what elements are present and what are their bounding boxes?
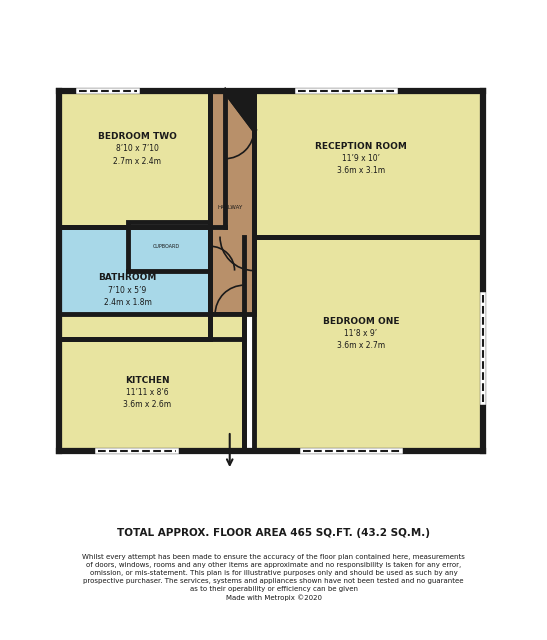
Text: 11’8 x 9’: 11’8 x 9’ — [345, 330, 377, 339]
Text: 3.6m x 3.1m: 3.6m x 3.1m — [337, 166, 385, 175]
Polygon shape — [225, 91, 254, 129]
Bar — [254, 237, 482, 451]
Text: 3.6m x 2.6m: 3.6m x 2.6m — [123, 400, 171, 409]
Text: 2.4m x 1.8m: 2.4m x 1.8m — [103, 298, 152, 307]
Text: 8’10 x 7’10: 8’10 x 7’10 — [116, 145, 159, 154]
Text: 7’10 x 5’9: 7’10 x 5’9 — [108, 285, 147, 294]
Text: 2.7m x 2.4m: 2.7m x 2.4m — [113, 157, 161, 166]
Bar — [60, 227, 210, 339]
Text: BATHROOM: BATHROOM — [98, 273, 157, 282]
Text: RECEPTION ROOM: RECEPTION ROOM — [315, 142, 407, 151]
Bar — [60, 314, 245, 451]
Text: Whilst every attempt has been made to ensure the accuracy of the floor plan cont: Whilst every attempt has been made to en… — [82, 554, 465, 600]
Polygon shape — [210, 91, 254, 314]
Text: CUPBOARD: CUPBOARD — [153, 244, 180, 249]
Text: HALLWAY: HALLWAY — [217, 205, 242, 210]
Text: KITCHEN: KITCHEN — [125, 376, 170, 385]
Bar — [127, 222, 210, 271]
Text: BEDROOM TWO: BEDROOM TWO — [98, 132, 177, 141]
Bar — [254, 91, 482, 237]
Text: 3.6m x 2.7m: 3.6m x 2.7m — [337, 342, 385, 351]
Text: BEDROOM ONE: BEDROOM ONE — [323, 317, 399, 326]
Text: TOTAL APPROX. FLOOR AREA 465 SQ.FT. (43.2 SQ.M.): TOTAL APPROX. FLOOR AREA 465 SQ.FT. (43.… — [117, 528, 430, 538]
Text: 11’11 x 8’6: 11’11 x 8’6 — [126, 388, 168, 397]
Text: 11’9 x 10’: 11’9 x 10’ — [342, 154, 380, 163]
Bar — [60, 91, 225, 227]
